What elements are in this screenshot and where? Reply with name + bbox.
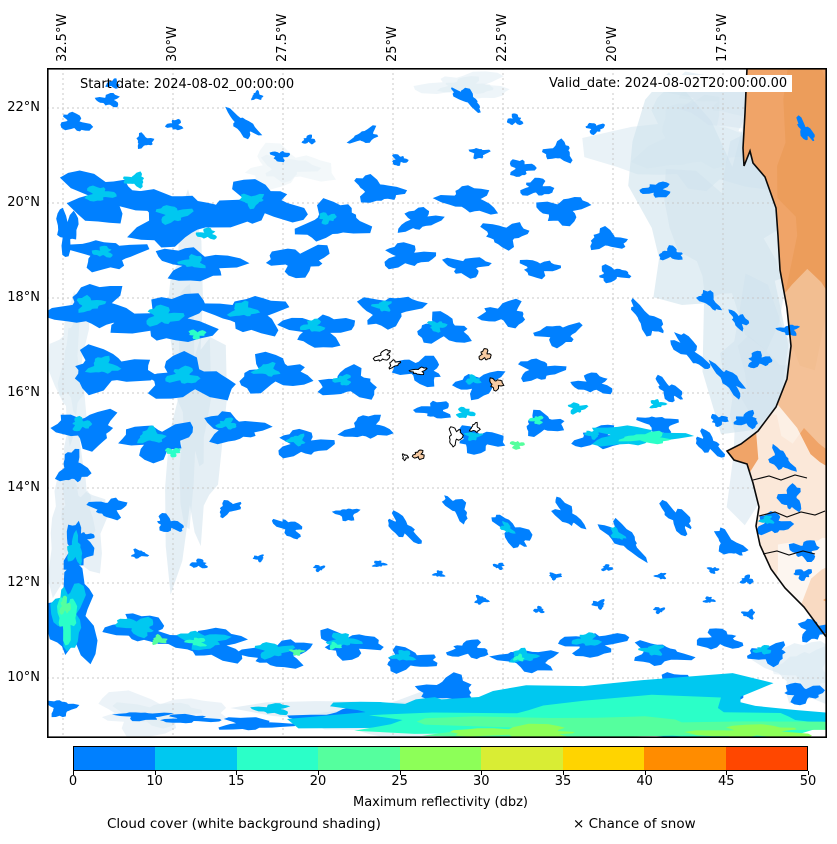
colorbar-segment xyxy=(644,747,726,770)
rivers xyxy=(752,474,826,556)
start-date-title: Start date: 2024-08-02_00:00:00 xyxy=(80,77,295,92)
map-plot xyxy=(47,68,827,738)
colorbar xyxy=(73,746,808,771)
y-tick-label: 14°N xyxy=(7,480,40,495)
colorbar-tick-label: 30 xyxy=(473,774,490,789)
colorbar-tick-label: 20 xyxy=(309,774,327,789)
colorbar-segment xyxy=(74,747,156,770)
colorbar-tick xyxy=(726,771,728,775)
x-tick-label: 27.5°W xyxy=(275,13,290,62)
plot-border xyxy=(47,68,827,738)
colorbar-segment xyxy=(399,747,482,770)
colorbar-tick-label: 25 xyxy=(391,774,408,789)
colorbar-segment xyxy=(481,747,563,770)
coastline xyxy=(725,68,827,639)
colorbar-label: Maximum reflectivity (dbz) xyxy=(353,795,528,810)
cape-verde-islands xyxy=(372,348,505,462)
colorbar-tick xyxy=(563,771,564,775)
x-tick-label: 20°W xyxy=(605,26,620,62)
y-tick-label: 12°N xyxy=(7,575,40,590)
x-tick-label: 32.5°W xyxy=(55,13,70,62)
colorbar-segment xyxy=(318,747,400,770)
colorbar-tick-label: 15 xyxy=(228,774,245,789)
colorbar-tick xyxy=(236,771,238,775)
y-tick-label: 18°N xyxy=(7,290,40,305)
colorbar-segment xyxy=(562,747,645,770)
colorbar-segment xyxy=(725,747,807,770)
colorbar-tick xyxy=(808,771,809,775)
colorbar-segment xyxy=(155,747,237,770)
colorbar-tick-label: 35 xyxy=(554,774,572,789)
valid-date-title: Valid_date: 2024-08-02T20:00:00.00 xyxy=(544,75,793,92)
chance-of-snow-legend: × Chance of snow xyxy=(573,816,696,832)
colorbar-tick-label: 45 xyxy=(718,774,735,789)
y-tick-label: 20°N xyxy=(7,195,40,210)
y-tick-label: 10°N xyxy=(7,670,40,685)
colorbar-tick-label: 0 xyxy=(68,774,78,789)
colorbar-tick xyxy=(318,771,319,775)
y-tick-label: 16°N xyxy=(7,385,40,400)
reflectivity-field xyxy=(47,78,827,738)
y-tick-label: 22°N xyxy=(7,100,40,115)
colorbar-tick xyxy=(73,771,74,775)
cloud-cover-legend: Cloud cover (white background shading) xyxy=(107,816,381,832)
colorbar-tick-label: 50 xyxy=(799,774,817,789)
x-tick-label: 22.5°W xyxy=(495,13,510,62)
x-tick-label: 25°W xyxy=(385,26,400,62)
colorbar-segment xyxy=(236,747,319,770)
x-tick-label: 30°W xyxy=(165,26,180,62)
map-canvas xyxy=(47,68,827,738)
colorbar-tick-label: 40 xyxy=(636,774,653,789)
colorbar-tick xyxy=(154,771,156,775)
colorbar-tick xyxy=(644,771,646,775)
colorbar-tick xyxy=(399,771,401,775)
colorbar-tick xyxy=(481,771,483,775)
colorbar-tick-label: 10 xyxy=(146,774,163,789)
x-tick-label: 17.5°W xyxy=(715,13,730,62)
